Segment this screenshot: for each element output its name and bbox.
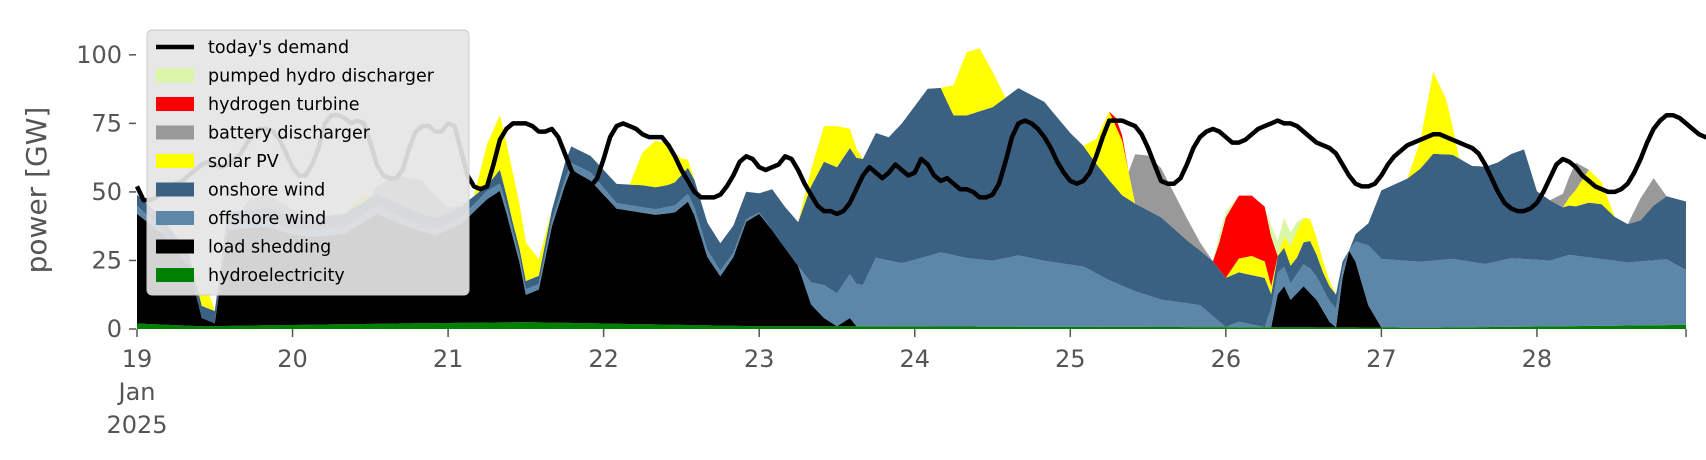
y-tick-label: 100 [76,41,122,69]
x-tick-label: 28 [1522,345,1553,373]
area-offshore-wind [137,162,1686,328]
legend-swatch-load-shedding [156,239,194,254]
x-tick-year: 2025 [106,411,167,439]
y-axis-title: power [GW] [20,107,53,274]
area-solar-pv [137,48,1686,312]
legend-label-today-s-demand: today's demand [208,38,349,58]
area-hydroelectricity [137,322,1686,329]
legend-swatch-battery-discharger [156,125,194,140]
axes: 0 25 50 75 100 19 Jan 2025 20 21 22 23 24 25 26 27 28 [76,41,1687,439]
legend-swatch-hydroelectricity [156,268,194,282]
legend-label-hydrogen-turbine: hydrogen turbine [208,95,360,115]
x-tick-label: 19 [122,345,153,373]
legend-label-solar-pv: solar PV [208,152,279,172]
area-onshore-wind [137,87,1686,328]
x-tick-label: 27 [1366,345,1397,373]
y-tick-label: 50 [91,178,122,206]
legend-label-offshore-wind: offshore wind [208,209,326,229]
x-tick-label: 21 [433,345,464,373]
legend-swatch-offshore-wind [156,211,194,225]
legend-swatch-onshore-wind [156,182,194,197]
x-tick-label: 22 [588,345,619,373]
legend-swatch-hydrogen-turbine [156,97,194,111]
x-tick-label: 25 [1055,345,1086,373]
x-tick-month: Jan [117,378,156,406]
area-load-shedding [137,169,1686,328]
legend: today's demand pumped hydro discharger hyd… [146,29,470,296]
legend-label-onshore-wind: onshore wind [208,181,325,201]
x-tick-label: 20 [277,345,308,373]
legend-label-pumped-hydro-discharger: pumped hydro discharger [208,67,435,87]
legend-label-battery-discharger: battery discharger [208,124,371,144]
y-tick-label: 0 [107,315,122,343]
stacked-areas [137,48,1686,329]
legend-box [146,29,470,296]
x-tick-label: 23 [744,345,775,373]
legend-label-hydroelectricity: hydroelectricity [208,266,345,286]
legend-swatch-solar-pv [156,154,194,168]
x-tick-label: 24 [899,345,930,373]
x-tick-label: 26 [1211,345,1242,373]
legend-label-load-shedding: load shedding [208,238,331,258]
legend-swatch-pumped-hydro-discharger [156,68,194,83]
y-tick-label: 75 [91,109,122,137]
y-tick-label: 25 [91,246,122,274]
